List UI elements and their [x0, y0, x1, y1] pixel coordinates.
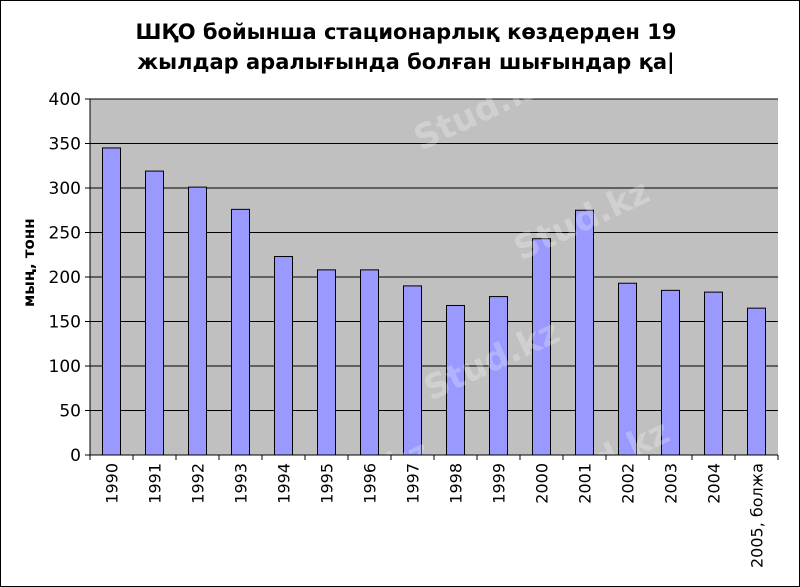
x-tick-label: 2000 — [533, 463, 552, 504]
bar-1997 — [403, 285, 422, 456]
chart-title-line-2: жылдар аралығында болған шығындар қа| — [137, 50, 675, 74]
x-tick-label: 2004 — [705, 463, 724, 504]
bar-1995 — [317, 269, 336, 456]
x-tick-label: 2003 — [662, 463, 681, 504]
bar-1993 — [231, 208, 250, 456]
y-tick-label: 150 — [49, 313, 81, 333]
x-tick-label: 1993 — [232, 463, 251, 504]
bar-1991 — [145, 170, 164, 456]
x-tick-label: 2002 — [619, 463, 638, 504]
bar-1992 — [188, 186, 207, 456]
x-tick-labels: 1990 1991 1992 1993 1994 1995 1996 1997 1998 1999… — [103, 463, 767, 568]
x-tick-label: 1995 — [318, 463, 337, 504]
y-tick-label: 200 — [49, 268, 81, 288]
bar-1994 — [274, 256, 293, 456]
x-tick-label: 1992 — [189, 463, 208, 504]
x-tick-label: 1999 — [490, 463, 509, 504]
y-tick-label: 300 — [49, 179, 81, 199]
y-tick-labels: 0 50 100 150 200 250 300 350 400 — [49, 90, 81, 466]
bar-1990 — [102, 147, 121, 456]
bar-2005, болжа — [747, 307, 766, 456]
chart-title-line-1: ШҚО бойынша стационарлық көздерден 19 — [135, 20, 677, 44]
y-tick-label: 350 — [49, 135, 81, 155]
x-tick-label: 1996 — [361, 463, 380, 504]
x-tick-label: 1997 — [404, 463, 423, 504]
x-tick-label: 2001 — [576, 463, 595, 504]
x-tick-label: 2005, болжа — [748, 463, 767, 568]
y-tick-label: 50 — [59, 402, 81, 422]
y-tick-label: 0 — [70, 446, 81, 466]
y-tick-label: 100 — [49, 357, 81, 377]
x-tick-label: 1998 — [447, 463, 466, 504]
x-tick-label: 1990 — [103, 463, 122, 504]
x-tick-label: 1991 — [146, 463, 165, 504]
axes — [85, 98, 779, 460]
x-tick-label: 1994 — [275, 463, 294, 504]
y-tick-label: 400 — [49, 90, 81, 110]
bar-1996 — [360, 269, 379, 456]
y-tick-label: 250 — [49, 224, 81, 244]
chart-title: ШҚО бойынша стационарлық көздерден 19 жы… — [61, 17, 751, 77]
bar-2001 — [575, 209, 594, 456]
bar-2004 — [704, 291, 723, 456]
